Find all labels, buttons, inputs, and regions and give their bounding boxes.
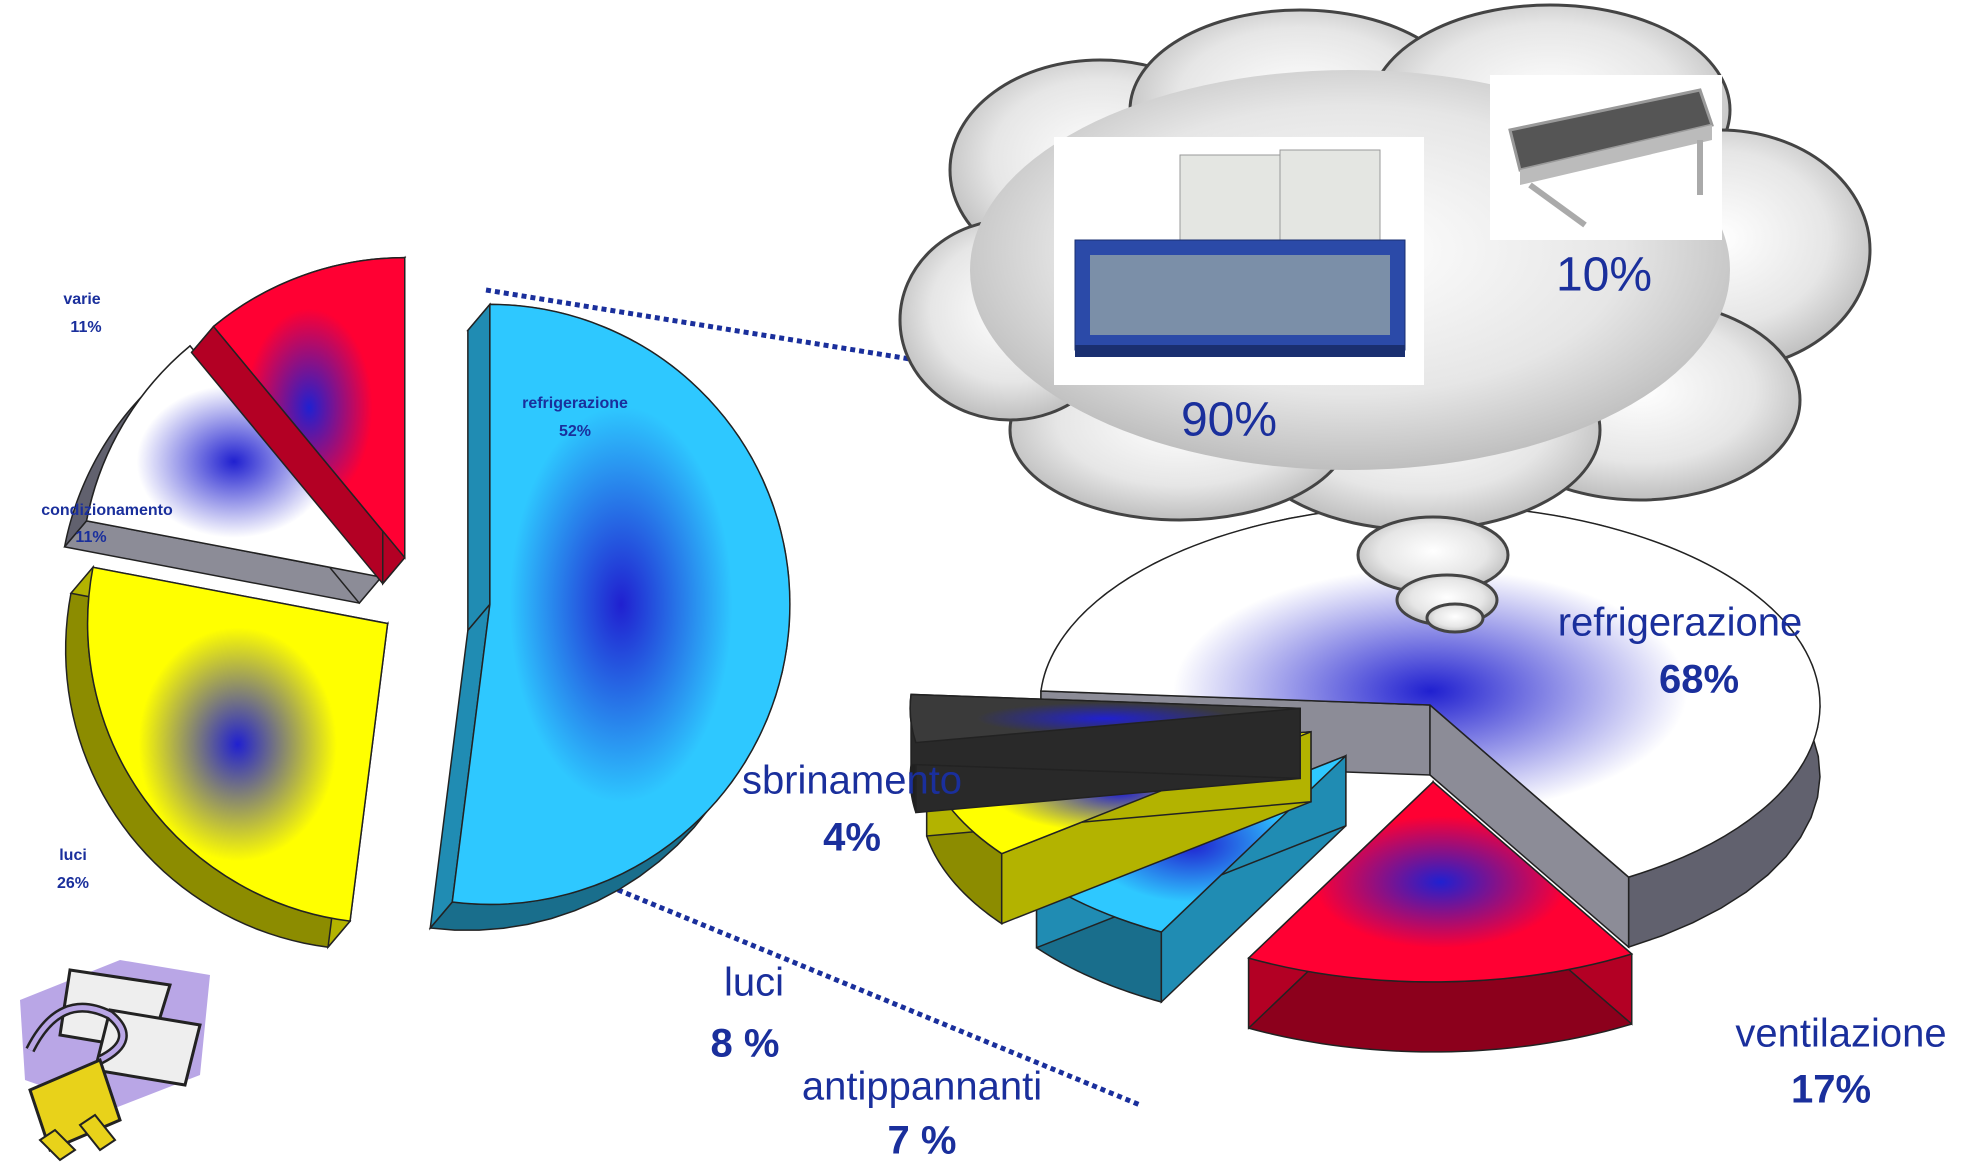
slice bbox=[85, 344, 384, 579]
pie bbox=[63, 255, 791, 950]
slice-value-label: 4% bbox=[823, 816, 881, 860]
condenser-image bbox=[1490, 75, 1722, 240]
slice-value-label: 17% bbox=[1791, 1068, 1871, 1112]
slice-label: refrigerazione bbox=[522, 395, 628, 412]
slice-label: ventilazione bbox=[1735, 1012, 1946, 1056]
slice-value-label: 68% bbox=[1659, 658, 1739, 702]
slice bbox=[86, 566, 389, 922]
slice-label: sbrinamento bbox=[742, 759, 962, 803]
connector bbox=[485, 287, 917, 363]
slice-label: luci bbox=[59, 847, 87, 864]
slice-value-label: 11% bbox=[70, 319, 101, 336]
slice-side bbox=[467, 302, 491, 633]
slice-label: luci bbox=[724, 961, 784, 1005]
slice-value-label: 26% bbox=[57, 875, 89, 892]
slice bbox=[451, 303, 791, 906]
slice-value-label: 7 % bbox=[888, 1119, 957, 1163]
slice-value-label: 11% bbox=[75, 529, 106, 546]
pie bbox=[909, 504, 1821, 1053]
slice bbox=[1247, 780, 1634, 983]
slice-label: refrigerazione bbox=[1558, 601, 1803, 645]
slice-label: condizionamento bbox=[41, 502, 173, 519]
slice bbox=[1040, 504, 1821, 878]
slice-value-label: 8 % bbox=[711, 1022, 780, 1066]
share-label: 10% bbox=[1556, 249, 1652, 302]
plug-icon bbox=[20, 960, 210, 1162]
share-label: 90% bbox=[1181, 394, 1277, 447]
slice-label: antippannanti bbox=[802, 1065, 1042, 1109]
slice bbox=[909, 693, 1301, 744]
compressor-rack-image bbox=[1054, 137, 1424, 385]
slice bbox=[212, 256, 406, 560]
slice-label: varie bbox=[63, 291, 100, 308]
slice-value-label: 52% bbox=[559, 423, 591, 440]
